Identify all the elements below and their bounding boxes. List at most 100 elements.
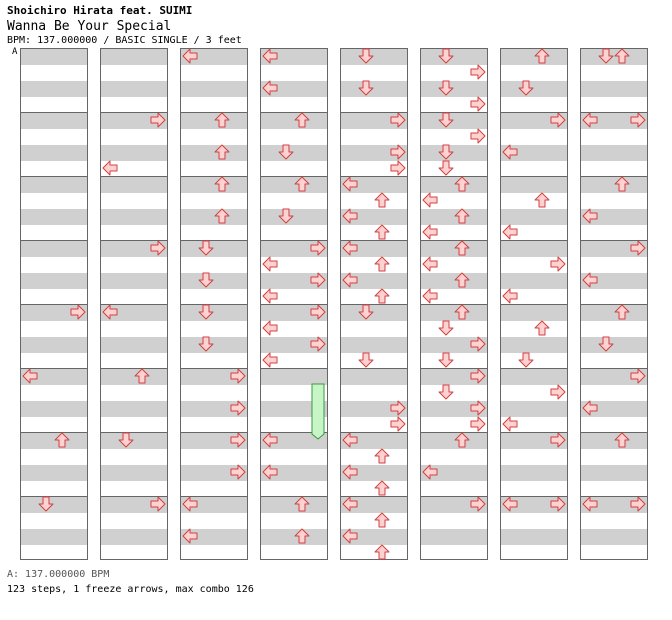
arrow-down-icon [38,496,54,512]
measure-line [580,432,648,433]
measure-line [580,496,648,497]
measure-line [580,368,648,369]
arrow-right-icon [470,128,486,144]
arrow-left-icon [262,288,278,304]
measure-line [20,240,88,241]
measure-line [100,304,168,305]
arrow-left-icon [182,496,198,512]
measure-line [260,432,328,433]
arrow-right-icon [550,256,566,272]
arrow-down-icon [358,80,374,96]
measure-line [260,112,328,113]
arrow-left-icon [582,208,598,224]
arrow-right-icon [230,400,246,416]
arrow-up-icon [294,528,310,544]
arrow-up-icon [454,208,470,224]
arrow-down-icon [118,432,134,448]
chart-column-4 [260,48,328,560]
arrow-right-icon [390,112,406,128]
arrow-down-icon [518,80,534,96]
arrow-down-icon [198,272,214,288]
arrow-up-icon [214,112,230,128]
arrow-down-icon [198,336,214,352]
arrow-down-icon [198,304,214,320]
arrow-left-icon [582,112,598,128]
chart-column-1 [20,48,88,560]
arrow-up-icon [374,448,390,464]
measure-line [420,368,488,369]
measure-line [100,112,168,113]
arrow-up-icon [294,176,310,192]
measure-line [340,368,408,369]
arrow-right-icon [390,400,406,416]
measure-line [20,368,88,369]
arrow-left-icon [582,272,598,288]
arrow-right-icon [470,96,486,112]
measure-line [580,176,648,177]
arrow-left-icon [342,176,358,192]
arrow-left-icon [102,304,118,320]
arrow-down-icon [278,144,294,160]
arrow-down-icon [438,320,454,336]
arrow-up-icon [534,192,550,208]
measure-line [260,368,328,369]
measure-line [580,112,648,113]
measure-line [340,112,408,113]
arrow-left-icon [502,416,518,432]
arrow-up-icon [534,48,550,64]
arrow-down-icon [358,352,374,368]
arrow-left-icon [502,144,518,160]
measure-line [100,368,168,369]
arrow-right-icon [630,496,646,512]
arrow-up-icon [614,432,630,448]
arrow-right-icon [390,144,406,160]
measure-line [340,176,408,177]
measure-line [20,432,88,433]
arrow-left-icon [102,160,118,176]
measure-line [20,112,88,113]
arrow-up-icon [454,272,470,288]
arrow-left-icon [422,288,438,304]
measure-line [420,432,488,433]
arrow-down-icon [438,160,454,176]
arrow-up-icon [374,544,390,560]
measure-line [500,304,568,305]
arrow-left-icon [342,432,358,448]
measure-line [500,432,568,433]
measure-line [260,240,328,241]
measure-line [340,496,408,497]
arrow-right-icon [550,384,566,400]
arrow-up-icon [614,176,630,192]
arrow-right-icon [150,496,166,512]
chart-column-6 [420,48,488,560]
bpm-legend: A: 137.000000 BPM [7,569,110,580]
arrow-down-icon [438,80,454,96]
arrow-up-icon [134,368,150,384]
chart-info: BPM: 137.000000 / BASIC SINGLE / 3 feet [7,35,242,46]
chart-column-2 [100,48,168,560]
measure-line [100,496,168,497]
arrow-down-icon [438,144,454,160]
arrow-left-icon [262,320,278,336]
arrow-left-icon [342,496,358,512]
measure-line [580,240,648,241]
measure-line [580,304,648,305]
arrow-left-icon [422,256,438,272]
arrow-left-icon [262,256,278,272]
arrow-right-icon [630,240,646,256]
arrow-right-icon [630,368,646,384]
arrow-down-icon [438,48,454,64]
arrow-up-icon [214,176,230,192]
arrow-up-icon [614,304,630,320]
arrow-right-icon [390,416,406,432]
arrow-down-icon [358,48,374,64]
arrow-left-icon [342,208,358,224]
arrow-left-icon [262,464,278,480]
measure-line [180,240,248,241]
measure-line [20,176,88,177]
arrow-right-icon [230,368,246,384]
arrow-up-icon [614,48,630,64]
song-artist: Shoichiro Hirata feat. SUIMI [7,4,193,17]
arrow-left-icon [582,400,598,416]
arrow-right-icon [310,240,326,256]
